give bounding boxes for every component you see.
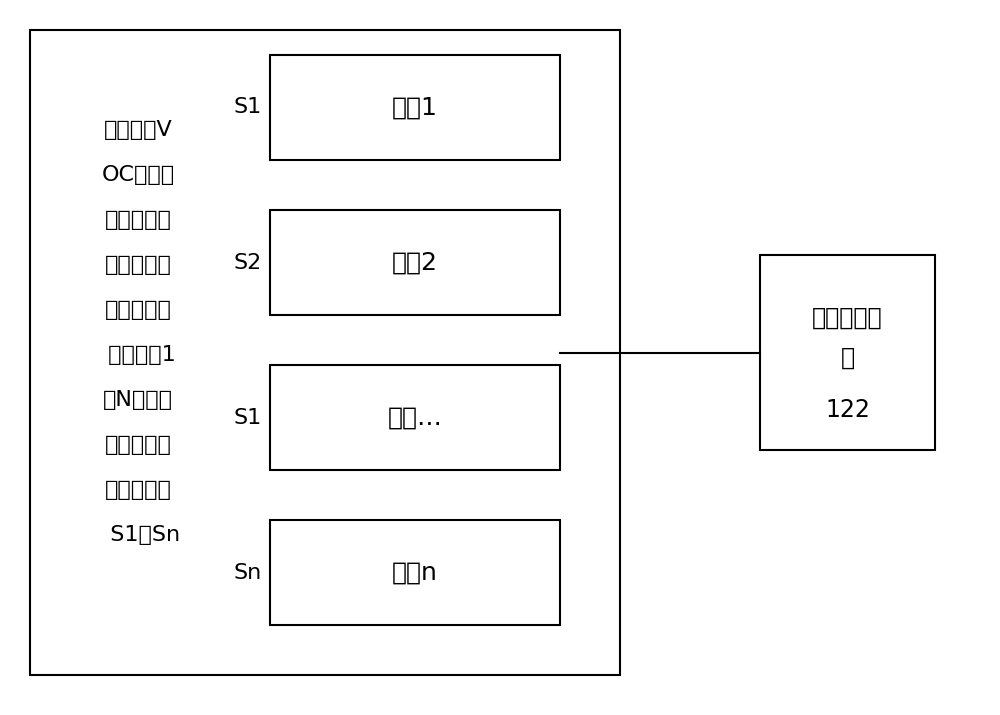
- Text: 122: 122: [825, 398, 870, 422]
- Text: 电离能高低: 电离能高低: [105, 210, 171, 230]
- Text: 排序分配检: 排序分配检: [105, 255, 171, 275]
- Bar: [270, 210, 560, 315]
- Text: S2: S2: [234, 253, 262, 273]
- Text: 通道…: 通道…: [388, 405, 442, 430]
- Text: 通道对应的: 通道对应的: [105, 435, 171, 455]
- Text: S1: S1: [234, 97, 262, 117]
- Text: S1: S1: [234, 408, 262, 428]
- Bar: [760, 255, 935, 450]
- Text: 输出信号为: 输出信号为: [105, 480, 171, 500]
- Text: 通道2: 通道2: [392, 250, 438, 275]
- Bar: [270, 520, 560, 625]
- Text: 通道n: 通道n: [392, 561, 438, 584]
- Bar: [270, 365, 560, 470]
- Text: 模数转换芯: 模数转换芯: [812, 306, 883, 330]
- Text: 通道1: 通道1: [392, 96, 438, 119]
- Text: Sn: Sn: [234, 563, 262, 583]
- Text: 片: 片: [840, 346, 855, 370]
- Text: S1到Sn: S1到Sn: [96, 525, 180, 545]
- Text: 到N，每个: 到N，每个: [103, 390, 173, 410]
- Text: 测通道，通: 测通道，通: [105, 300, 171, 320]
- Text: 道编码为1: 道编码为1: [101, 345, 175, 365]
- Bar: [270, 55, 560, 160]
- Text: OC气体按: OC气体按: [101, 165, 175, 185]
- Text: 所需检测V: 所需检测V: [104, 120, 172, 140]
- Bar: [30, 30, 620, 675]
